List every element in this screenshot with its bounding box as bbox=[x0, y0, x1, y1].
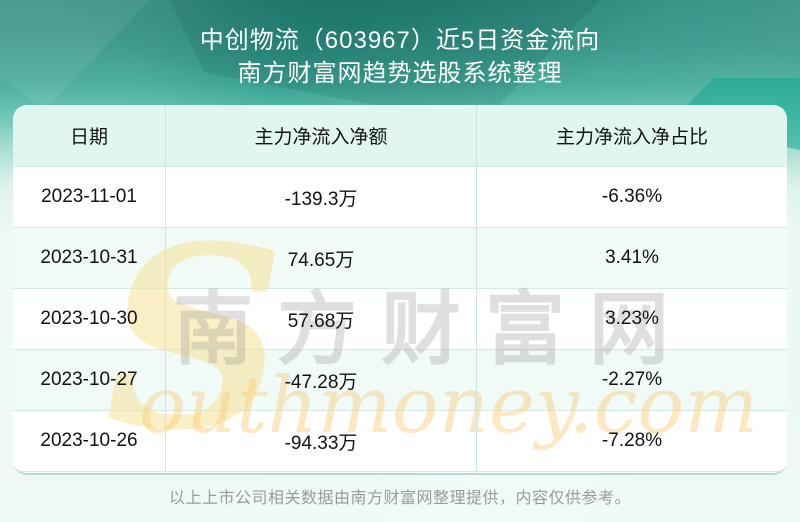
column-header-date: 日期 bbox=[13, 105, 166, 166]
title-source: 南方财富网趋势选股系统整理 bbox=[237, 60, 563, 87]
page-title: 中创物流（603967）近5日资金流向 南方财富网趋势选股系统整理 bbox=[0, 24, 800, 90]
cell-net-inflow-ratio: -7.28% bbox=[601, 430, 663, 451]
title-stock-flow: 中创物流（603967）近5日资金流向 bbox=[199, 27, 601, 54]
cell-net-inflow: -94.33万 bbox=[166, 411, 477, 471]
table-row: 2023-10-30 57.68万 3.23% bbox=[13, 289, 787, 350]
table-header-row: 日期 主力净流入净额 主力净流入净占比 bbox=[13, 105, 787, 167]
fund-flow-table: 日期 主力净流入净额 主力净流入净占比 2023-11-01 -139.3万 -… bbox=[13, 105, 787, 475]
cell-date: 2023-10-27 bbox=[13, 350, 166, 410]
cell-net-inflow-ratio: -2.27% bbox=[601, 369, 663, 390]
table-row: 2023-11-01 -139.3万 -6.36% bbox=[13, 167, 787, 228]
column-header-net-inflow-ratio: 主力净流入净占比 bbox=[555, 127, 708, 148]
cell-net-inflow: -47.28万 bbox=[166, 350, 477, 410]
cell-date: 2023-10-30 bbox=[13, 289, 166, 349]
cell-net-inflow-ratio: -6.36% bbox=[601, 186, 663, 207]
cell-net-inflow-ratio: 3.41% bbox=[605, 247, 659, 268]
table-row: 2023-10-31 74.65万 3.41% bbox=[13, 228, 787, 289]
column-header-net-inflow: 主力净流入净额 bbox=[166, 105, 477, 166]
cell-net-inflow: 57.68万 bbox=[166, 289, 477, 349]
table-row: 2023-10-27 -47.28万 -2.27% bbox=[13, 350, 787, 411]
cell-net-inflow: 74.65万 bbox=[166, 228, 477, 288]
footer-disclaimer: 以上上市公司相关数据由南方财富网整理提供，内容仅供参考。 bbox=[168, 490, 631, 507]
cell-date: 2023-11-01 bbox=[13, 167, 166, 227]
cell-date: 2023-10-26 bbox=[13, 411, 166, 471]
cell-net-inflow: -139.3万 bbox=[166, 167, 477, 227]
cell-date: 2023-10-31 bbox=[13, 228, 166, 288]
table-row: 2023-10-26 -94.33万 -7.28% bbox=[13, 411, 787, 472]
cell-net-inflow-ratio: 3.23% bbox=[605, 308, 659, 329]
